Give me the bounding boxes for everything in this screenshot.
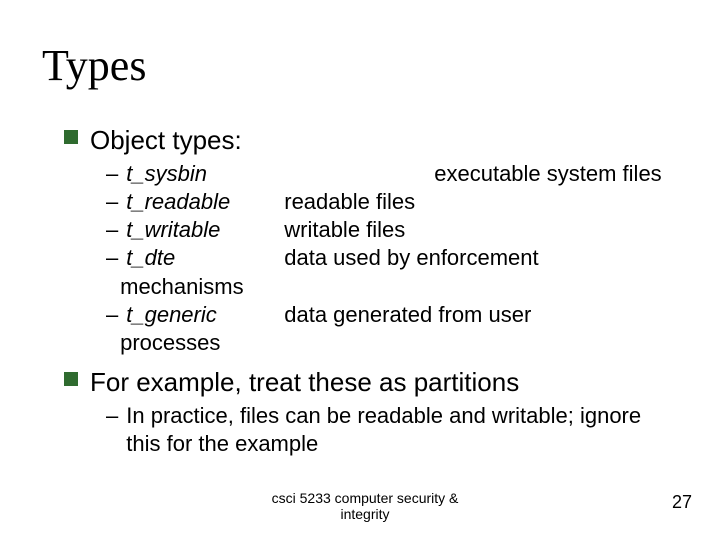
sub-bullet: –t_writablewritable files bbox=[106, 216, 662, 244]
sub-bullet-list: –t_sysbinexecutable system files–t_reada… bbox=[106, 160, 662, 357]
dash-bullet-icon: – bbox=[106, 244, 118, 272]
sub-bullet: –t_sysbinexecutable system files bbox=[106, 160, 662, 188]
sub-bullet-list: –In practice, files can be readable and … bbox=[106, 402, 646, 458]
bullet-text: For example, treat these as partitions bbox=[90, 366, 519, 399]
slide: Types Object types: –t_sysbinexecutable … bbox=[0, 0, 720, 540]
sub-bullet: –t_readablereadable files bbox=[106, 188, 662, 216]
page-number: 27 bbox=[672, 492, 692, 513]
type-name: t_sysbin bbox=[126, 160, 284, 188]
type-description: data generated from user bbox=[284, 301, 661, 329]
sub-bullet-continuation: mechanisms bbox=[106, 273, 662, 301]
dash-bullet-icon: – bbox=[106, 160, 118, 188]
bullet-level1: For example, treat these as partitions bbox=[64, 366, 680, 399]
bullet-level1: Object types: bbox=[64, 124, 680, 157]
type-description: data used by enforcement bbox=[284, 244, 661, 272]
type-name: t_generic bbox=[126, 301, 284, 329]
bullet-text: Object types: bbox=[90, 124, 242, 157]
sub-bullet-text: In practice, files can be readable and w… bbox=[126, 402, 646, 458]
square-bullet-icon bbox=[64, 130, 78, 144]
type-description-continuation: processes bbox=[120, 329, 220, 357]
dash-bullet-icon: – bbox=[106, 216, 118, 244]
sub-bullet-continuation: processes bbox=[106, 329, 662, 357]
type-description: writable files bbox=[284, 216, 661, 244]
type-name: t_writable bbox=[126, 216, 284, 244]
sub-bullet: –In practice, files can be readable and … bbox=[106, 402, 646, 458]
type-description: executable system files bbox=[284, 160, 661, 188]
type-description: readable files bbox=[284, 188, 661, 216]
dash-bullet-icon: – bbox=[106, 301, 118, 329]
type-name: t_dte bbox=[126, 244, 284, 272]
dash-bullet-icon: – bbox=[106, 402, 118, 430]
sub-bullet: –t_dtedata used by enforcement bbox=[106, 244, 662, 272]
dash-bullet-icon: – bbox=[106, 188, 118, 216]
footer-text: csci 5233 computer security & integrity bbox=[260, 490, 470, 522]
slide-title: Types bbox=[42, 40, 146, 91]
type-description-continuation: mechanisms bbox=[120, 273, 243, 301]
type-name: t_readable bbox=[126, 188, 284, 216]
sub-bullet: –t_genericdata generated from user bbox=[106, 301, 662, 329]
square-bullet-icon bbox=[64, 372, 78, 386]
